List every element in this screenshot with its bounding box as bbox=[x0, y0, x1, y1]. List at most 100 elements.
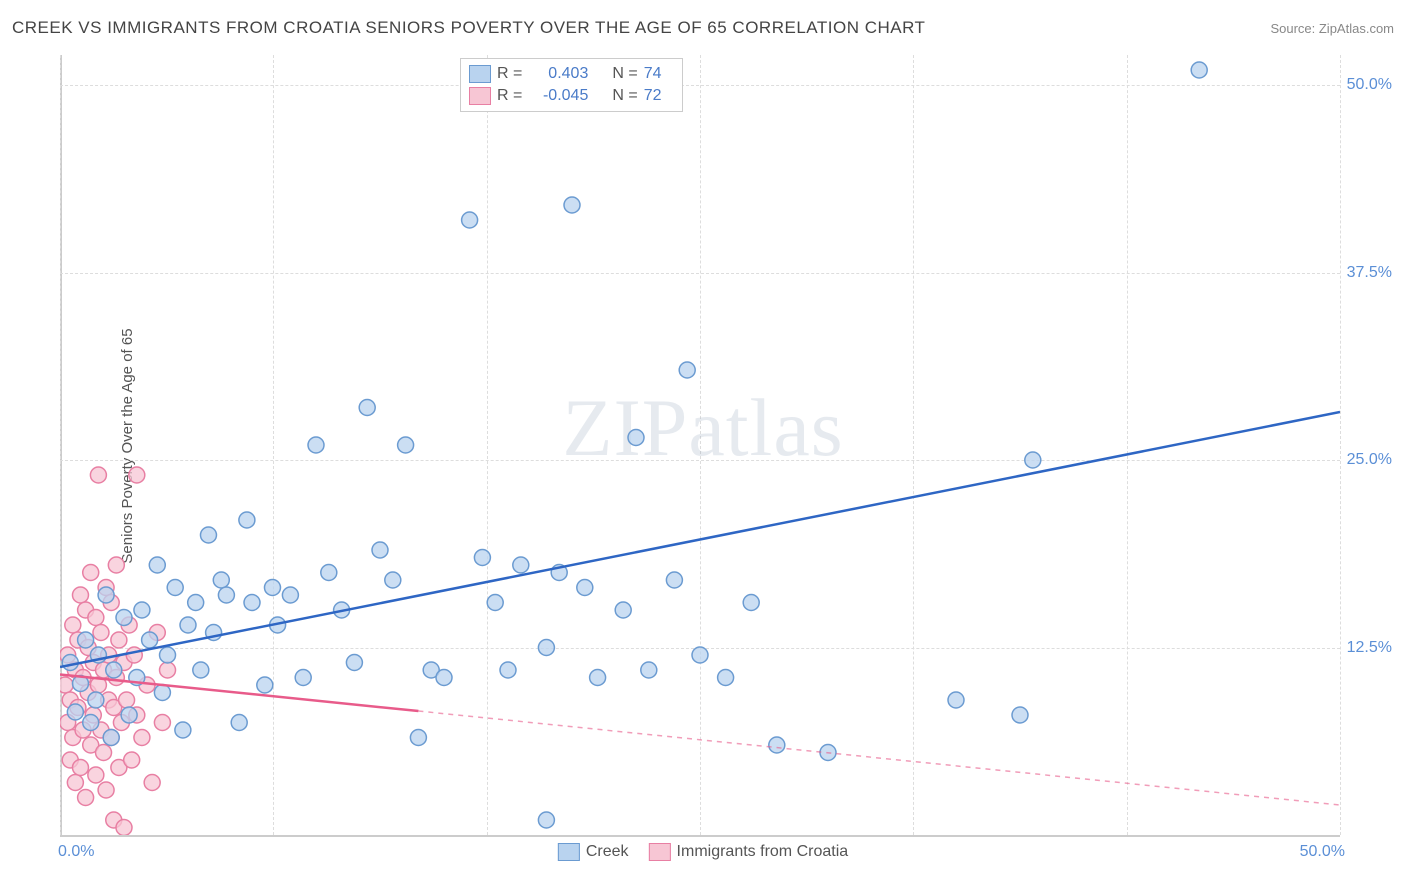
data-point bbox=[78, 632, 94, 648]
data-point bbox=[160, 662, 176, 678]
data-point bbox=[239, 512, 255, 528]
data-point bbox=[124, 752, 140, 768]
legend-n-value-creek: 74 bbox=[644, 65, 674, 83]
data-point bbox=[410, 730, 426, 746]
data-point bbox=[67, 775, 83, 791]
data-point bbox=[154, 715, 170, 731]
data-point bbox=[72, 587, 88, 603]
x-tick-label: 50.0% bbox=[1290, 843, 1345, 861]
data-point bbox=[257, 677, 273, 693]
legend-label-croatia: Immigrants from Croatia bbox=[677, 843, 849, 861]
grid-line-v bbox=[1340, 55, 1341, 835]
data-point bbox=[1012, 707, 1028, 723]
y-tick-label: 25.0% bbox=[1347, 451, 1392, 469]
data-point bbox=[154, 685, 170, 701]
data-point bbox=[175, 722, 191, 738]
y-tick-label: 50.0% bbox=[1347, 76, 1392, 94]
data-point bbox=[718, 670, 734, 686]
data-point bbox=[295, 670, 311, 686]
data-point bbox=[149, 557, 165, 573]
data-point bbox=[628, 430, 644, 446]
data-point bbox=[78, 790, 94, 806]
data-point bbox=[641, 662, 657, 678]
legend-n-value-croatia: 72 bbox=[644, 87, 674, 105]
data-point bbox=[513, 557, 529, 573]
data-point bbox=[116, 610, 132, 626]
data-point bbox=[116, 820, 132, 836]
data-point bbox=[500, 662, 516, 678]
data-point bbox=[436, 670, 452, 686]
data-point bbox=[88, 610, 104, 626]
chart-title: CREEK VS IMMIGRANTS FROM CROATIA SENIORS… bbox=[12, 18, 925, 38]
legend-r-value-croatia: -0.045 bbox=[528, 87, 588, 105]
data-point bbox=[321, 565, 337, 581]
x-tick-label: 0.0% bbox=[58, 843, 94, 861]
data-point bbox=[359, 400, 375, 416]
trend-line bbox=[60, 412, 1340, 667]
data-point bbox=[200, 527, 216, 543]
swatch-creek-icon bbox=[558, 843, 580, 861]
data-point bbox=[474, 550, 490, 566]
data-point bbox=[119, 692, 135, 708]
data-point bbox=[308, 437, 324, 453]
legend-row-croatia: R = -0.045 N = 72 bbox=[469, 85, 674, 107]
legend-r-value-creek: 0.403 bbox=[528, 65, 588, 83]
data-point bbox=[282, 587, 298, 603]
data-point bbox=[106, 662, 122, 678]
trend-line-extrapolated bbox=[418, 711, 1340, 805]
data-point bbox=[743, 595, 759, 611]
data-point bbox=[679, 362, 695, 378]
swatch-creek bbox=[469, 65, 491, 83]
legend-correlation-box: R = 0.403 N = 74 R = -0.045 N = 72 bbox=[460, 58, 683, 112]
data-point bbox=[538, 640, 554, 656]
data-point bbox=[72, 760, 88, 776]
data-point bbox=[346, 655, 362, 671]
data-point bbox=[231, 715, 247, 731]
data-point bbox=[462, 212, 478, 228]
legend-n-label: N = bbox=[612, 87, 637, 105]
legend-label-creek: Creek bbox=[586, 843, 629, 861]
legend-r-label: R = bbox=[497, 87, 522, 105]
data-point bbox=[244, 595, 260, 611]
data-point bbox=[90, 467, 106, 483]
data-point bbox=[1025, 452, 1041, 468]
legend-item-creek: Creek bbox=[558, 843, 629, 861]
data-point bbox=[83, 565, 99, 581]
data-point bbox=[96, 745, 112, 761]
data-point bbox=[538, 812, 554, 828]
data-point bbox=[666, 572, 682, 588]
data-point bbox=[564, 197, 580, 213]
data-point bbox=[62, 655, 78, 671]
data-point bbox=[65, 617, 81, 633]
source-attribution: Source: ZipAtlas.com bbox=[1270, 21, 1394, 36]
data-point bbox=[121, 707, 137, 723]
data-point bbox=[126, 647, 142, 663]
data-point bbox=[218, 587, 234, 603]
data-point bbox=[129, 467, 145, 483]
data-point bbox=[398, 437, 414, 453]
data-point bbox=[134, 602, 150, 618]
legend-n-label: N = bbox=[612, 65, 637, 83]
data-point bbox=[188, 595, 204, 611]
y-tick-label: 37.5% bbox=[1347, 264, 1392, 282]
data-point bbox=[692, 647, 708, 663]
data-point bbox=[88, 767, 104, 783]
data-point bbox=[83, 715, 99, 731]
legend-item-croatia: Immigrants from Croatia bbox=[649, 843, 849, 861]
swatch-croatia bbox=[469, 87, 491, 105]
data-point bbox=[385, 572, 401, 588]
data-point bbox=[1191, 62, 1207, 78]
scatter-plot bbox=[60, 55, 1340, 835]
data-point bbox=[160, 647, 176, 663]
data-point bbox=[167, 580, 183, 596]
data-point bbox=[134, 730, 150, 746]
y-tick-label: 12.5% bbox=[1347, 639, 1392, 657]
legend-r-label: R = bbox=[497, 65, 522, 83]
x-axis-line bbox=[60, 835, 1340, 837]
data-point bbox=[180, 617, 196, 633]
data-point bbox=[577, 580, 593, 596]
data-point bbox=[372, 542, 388, 558]
data-point bbox=[67, 704, 83, 720]
data-point bbox=[193, 662, 209, 678]
data-point bbox=[213, 572, 229, 588]
